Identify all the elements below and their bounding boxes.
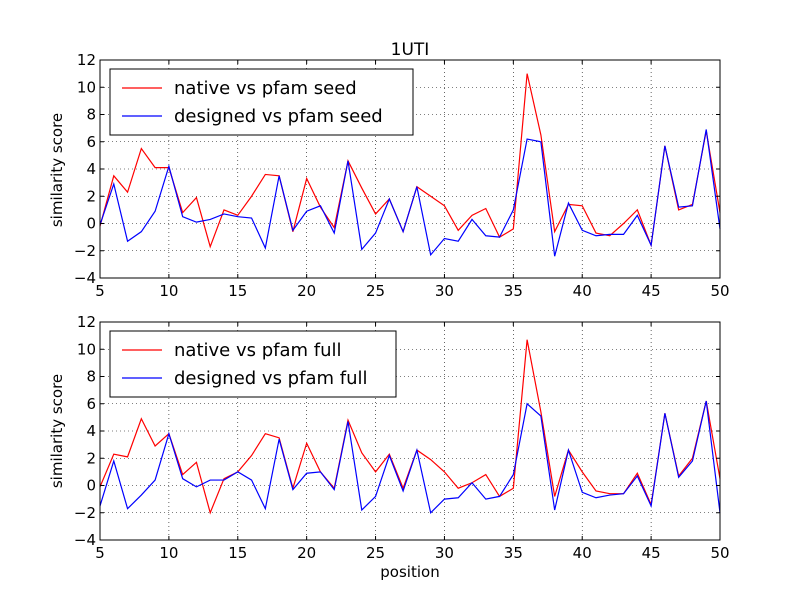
bottom-chart-y-tick-label: 6 <box>86 395 96 413</box>
bottom-chart-x-tick-label: 20 <box>297 544 316 562</box>
top-chart-x-tick-label: 30 <box>435 282 454 300</box>
bottom-chart-x-tick-label: 10 <box>159 544 178 562</box>
bottom-chart-series <box>99 339 721 515</box>
top-chart-x-tick-label: 35 <box>504 282 523 300</box>
bottom-chart-y-tick-label: 12 <box>77 313 96 331</box>
bottom-chart-x-axis-label: position <box>380 563 439 581</box>
bottom-chart-y-tick-labels: −4 −2 0 2 4 6 8 10 12 <box>74 313 96 549</box>
top-chart-legend-label-designed: designed vs pfam seed <box>174 106 383 127</box>
top-chart-x-tick-label: 50 <box>710 282 729 300</box>
top-chart-title: 1UTI <box>391 40 430 60</box>
top-chart-x-tick-label: 15 <box>228 282 247 300</box>
bottom-chart-legend: native vs pfam full designed vs pfam ful… <box>109 330 397 398</box>
bottom-chart-x-tick-label: 35 <box>504 544 523 562</box>
top-chart: 1UTI similarity score 5 10 15 20 25 30 35 40 45 5… <box>48 40 730 300</box>
top-chart-legend: native vs pfam seed designed vs pfam see… <box>109 68 414 136</box>
top-chart-y-tick-label: −4 <box>74 269 96 287</box>
bottom-chart-y-tick-label: 0 <box>86 477 96 495</box>
top-chart-y-tick-label: 8 <box>86 106 96 124</box>
bottom-chart-y-tick-label: 8 <box>86 368 96 386</box>
top-chart-x-tick-labels: 5 10 15 20 25 30 35 40 45 50 <box>95 282 729 300</box>
top-chart-y-tick-label: 10 <box>77 78 96 96</box>
bottom-chart-x-tick-label: 30 <box>435 544 454 562</box>
bottom-chart-x-tick-label: 40 <box>573 544 592 562</box>
top-chart-series-line-designed <box>99 129 721 257</box>
top-chart-ticks <box>99 59 721 279</box>
bottom-chart-legend-label-native: native vs pfam full <box>174 340 342 361</box>
top-chart-legend-label-native: native vs pfam seed <box>174 78 357 99</box>
top-chart-y-tick-labels: −4 −2 0 2 4 6 8 10 12 <box>74 51 96 287</box>
top-chart-x-tick-label: 40 <box>573 282 592 300</box>
top-chart-y-tick-label: 6 <box>86 133 96 151</box>
top-chart-legend-box <box>109 68 414 136</box>
bottom-chart-y-tick-label: 4 <box>86 422 96 440</box>
bottom-chart-x-tick-label: 15 <box>228 544 247 562</box>
top-chart-series <box>99 73 721 257</box>
top-chart-y-axis-label: similarity score <box>48 113 66 227</box>
bottom-chart-y-tick-label: −2 <box>74 504 96 522</box>
bottom-chart-legend-box <box>109 330 397 398</box>
top-chart-y-tick-label: 0 <box>86 215 96 233</box>
bottom-chart-y-tick-label: −4 <box>74 531 96 549</box>
bottom-chart-x-tick-label: 25 <box>366 544 385 562</box>
top-chart-y-tick-label: 4 <box>86 160 96 178</box>
top-chart-x-tick-label: 20 <box>297 282 316 300</box>
top-chart-x-tick-label: 45 <box>642 282 661 300</box>
bottom-chart-ticks <box>99 321 721 541</box>
bottom-chart-x-tick-label: 5 <box>95 544 105 562</box>
top-chart-y-tick-label: 12 <box>77 51 96 69</box>
bottom-chart-y-tick-label: 2 <box>86 449 96 467</box>
bottom-chart: similarity score position 5 10 15 20 25 30 35 4… <box>48 313 730 581</box>
bottom-chart-x-tick-labels: 5 10 15 20 25 30 35 40 45 50 <box>95 544 729 562</box>
top-chart-x-tick-label: 10 <box>159 282 178 300</box>
bottom-chart-y-axis-label: similarity score <box>48 374 66 488</box>
bottom-chart-series-line-designed <box>99 400 721 514</box>
top-chart-x-tick-label: 25 <box>366 282 385 300</box>
bottom-chart-legend-label-designed: designed vs pfam full <box>174 368 367 389</box>
top-chart-y-tick-label: −2 <box>74 242 96 260</box>
top-chart-x-tick-label: 5 <box>95 282 105 300</box>
top-chart-y-tick-label: 2 <box>86 187 96 205</box>
bottom-chart-x-tick-label: 45 <box>642 544 661 562</box>
bottom-chart-x-tick-label: 50 <box>710 544 729 562</box>
bottom-chart-y-tick-label: 10 <box>77 340 96 358</box>
